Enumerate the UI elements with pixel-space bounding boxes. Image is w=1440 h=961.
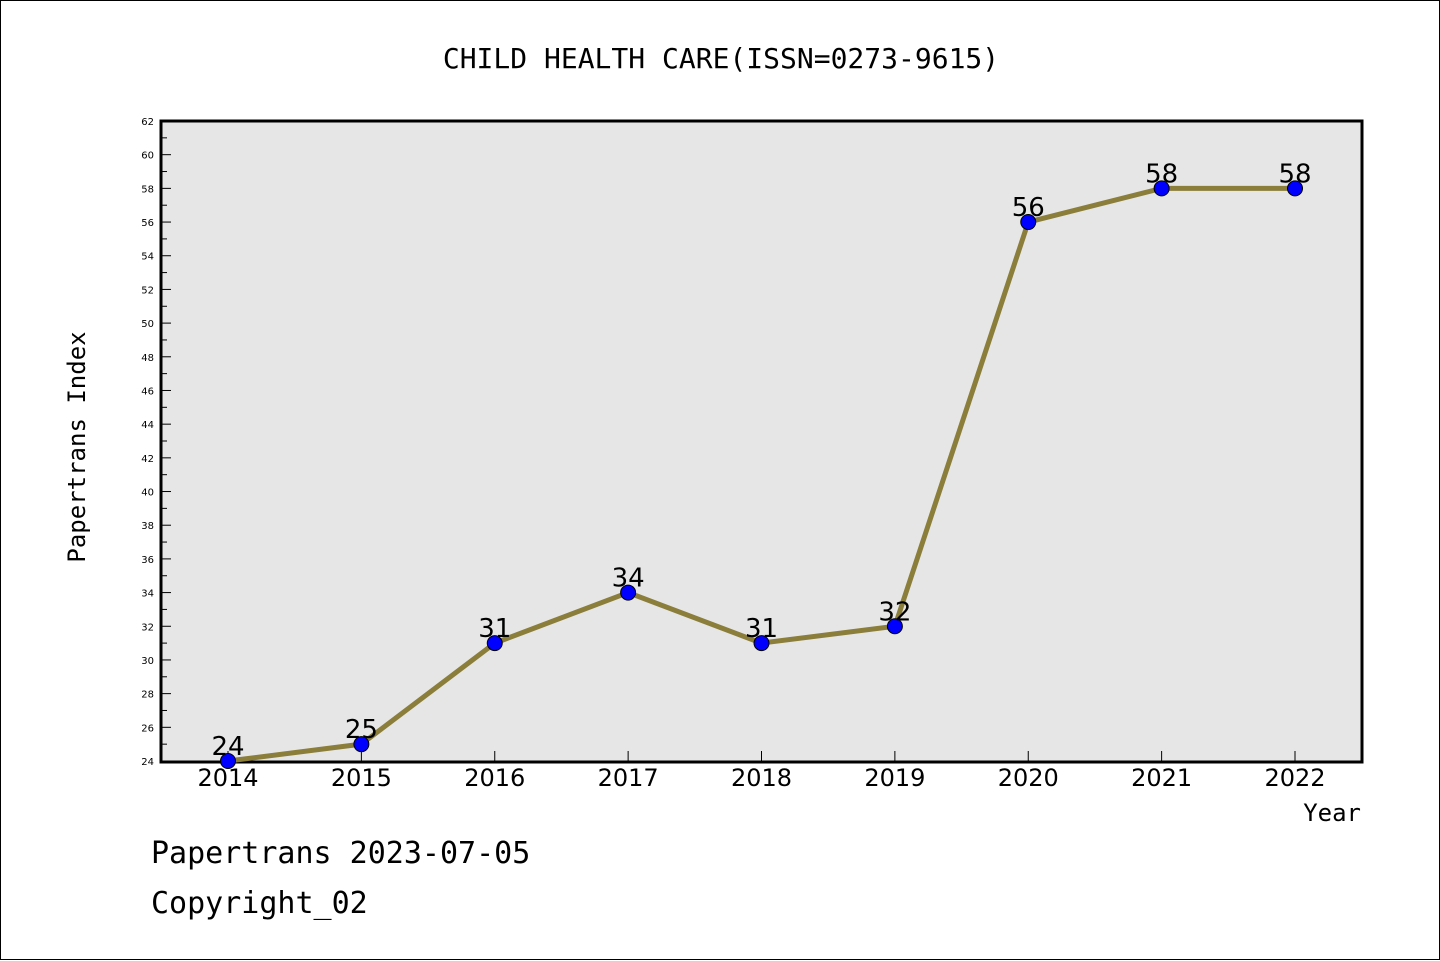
footer-date: Papertrans 2023-07-05 [151,836,531,871]
data-point [753,635,770,652]
y-tick-label: 52 [141,285,154,296]
data-label: 32 [878,597,911,627]
y-tick-label: 26 [141,723,154,734]
data-label: 34 [612,564,645,594]
y-tick-label: 44 [141,420,154,431]
y-tick-label: 60 [141,151,154,162]
data-point [620,584,637,601]
x-tick-label: 2022 [1264,764,1325,792]
y-tick-label: 30 [141,656,154,667]
y-tick-label: 56 [141,218,154,229]
footer-copyright: Copyright_02 [151,886,368,921]
y-axis: 24 26 28 30 32 34 36 38 40 42 44 46 48 50 52 54 56 58 60 62 [141,117,171,768]
y-tick-label: 36 [141,555,154,566]
data-point [220,753,236,769]
data-point [1020,214,1037,231]
data-point [486,635,503,652]
y-tick-label: 42 [141,454,154,465]
y-tick-label: 62 [141,117,154,128]
y-axis-label: Papertrans Index [63,331,91,562]
x-tick-label: 2019 [864,764,925,792]
x-tick-label: 2021 [1131,764,1192,792]
x-tick-label: 2018 [731,764,792,792]
data-point [1153,180,1170,197]
data-point [886,618,903,635]
x-tick-label: 2020 [998,764,1059,792]
data-label: 24 [211,732,244,762]
data-label: 31 [745,614,778,644]
y-tick-label: 38 [141,521,154,532]
y-tick-label: 34 [141,589,154,600]
data-labels: 24 25 31 34 31 32 56 58 58 [211,159,1311,762]
x-tick-label: 2016 [464,764,525,792]
y-tick-label: 32 [141,622,154,633]
x-axis: 2014 2015 2016 2017 2018 2019 2020 2021 2022 [197,751,1326,792]
y-tick-label: 54 [141,252,154,263]
data-label: 58 [1145,159,1178,189]
y-tick-label: 28 [141,690,154,701]
series-markers [220,180,1303,769]
y-tick-label: 48 [141,353,154,364]
y-tick-label: 46 [141,386,154,397]
data-point [1287,180,1303,197]
data-label: 58 [1278,159,1311,189]
data-label: 56 [1012,193,1045,223]
x-axis-label: Year [1303,799,1361,827]
chart-title: CHILD HEALTH CARE(ISSN=0273-9615) [443,42,999,75]
data-label: 31 [478,614,511,644]
plot-area [159,119,1364,764]
y-tick-label: 40 [141,488,154,499]
x-tick-label: 2017 [598,764,659,792]
y-tick-label: 50 [141,319,154,330]
x-tick-label: 2015 [331,764,392,792]
y-tick-label: 24 [141,757,154,768]
y-tick-label: 58 [141,184,154,195]
data-point [353,736,370,753]
data-label: 25 [345,715,378,745]
